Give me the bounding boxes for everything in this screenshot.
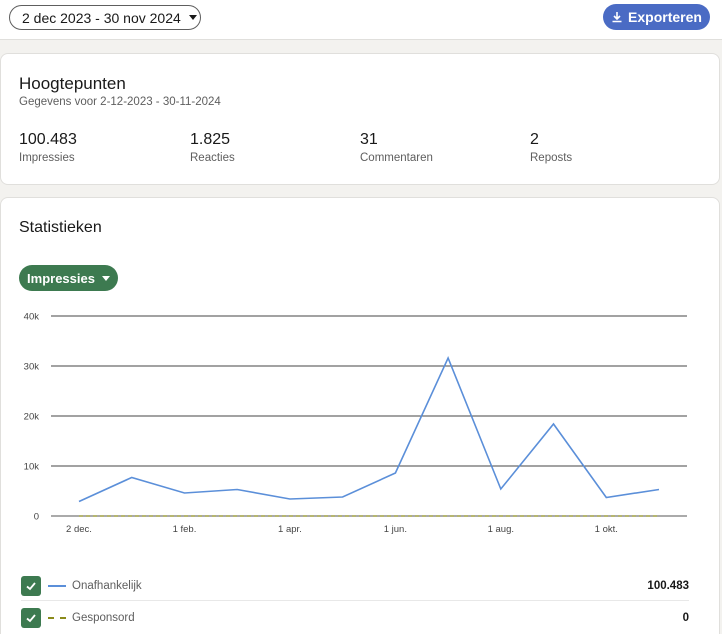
organic-checkbox[interactable] xyxy=(21,575,41,596)
metric-reposts: 2 Reposts xyxy=(530,131,572,164)
x-tick-label: 1 aug. xyxy=(488,524,514,535)
metric-selector-dropdown[interactable]: Impressies xyxy=(19,265,118,291)
legend-label: Onafhankelijk xyxy=(72,579,142,592)
highlights-title: Hoogtepunten xyxy=(19,74,126,93)
metric-value: 31 xyxy=(360,131,378,148)
sponsored-swatch xyxy=(48,617,66,619)
legend-total: 0 xyxy=(682,612,689,624)
metric-value: 100.483 xyxy=(19,131,77,148)
legend-label: Gesponsord xyxy=(72,612,135,624)
metric-label: Reposts xyxy=(530,152,573,164)
legend-row-sponsored: Gesponsord 0 xyxy=(21,606,689,630)
y-tick-label: 40k xyxy=(24,312,40,323)
metric-impressions: 100.483 Impressies xyxy=(19,131,77,164)
y-tick-label: 0 xyxy=(34,512,39,523)
statistics-title: Statistieken xyxy=(19,219,102,236)
download-icon xyxy=(612,12,622,23)
metric-selector-label: Impressies xyxy=(27,270,95,286)
metric-value: 1.825 xyxy=(190,131,231,148)
metric-comments: 31 Commentaren xyxy=(360,131,433,164)
x-tick-label: 2 dec. xyxy=(66,524,92,535)
metric-label: Reacties xyxy=(190,152,235,164)
caret-down-icon xyxy=(188,15,197,20)
x-tick-label: 1 apr. xyxy=(278,524,302,535)
y-tick-label: 30k xyxy=(24,362,40,373)
organic-swatch xyxy=(48,584,66,587)
export-button[interactable]: Exporteren xyxy=(603,4,710,30)
metric-label: Commentaren xyxy=(360,152,433,164)
top-toolbar: 2 dec 2023 - 30 nov 2024 Exporteren xyxy=(0,0,722,40)
legend-total: 100.483 xyxy=(647,579,689,592)
metric-reactions: 1.825 Reacties xyxy=(190,131,235,164)
x-tick-label: 1 feb. xyxy=(173,524,197,535)
y-tick-label: 20k xyxy=(24,412,40,423)
date-range-dropdown[interactable]: 2 dec 2023 - 30 nov 2024 xyxy=(9,5,201,30)
x-tick-label: 1 okt. xyxy=(595,524,618,535)
sponsored-checkbox[interactable] xyxy=(21,608,41,628)
highlights-card: Hoogtepunten Gegevens voor 2-12-2023 - 3… xyxy=(0,53,720,185)
export-label: Exporteren xyxy=(628,9,702,25)
legend-row-organic: Onafhankelijk 100.483 xyxy=(21,571,689,601)
organic-series-line xyxy=(78,355,660,503)
date-range-label: 2 dec 2023 - 30 nov 2024 xyxy=(22,9,181,26)
metric-value: 2 xyxy=(530,131,539,148)
check-icon xyxy=(26,614,36,623)
check-icon xyxy=(26,581,36,590)
metric-label: Impressies xyxy=(19,152,75,164)
impressions-line-chart: 0 10k 20k 30k 40k 2 dec. 1 feb. 1 apr. 1 jun. 1 a… xyxy=(24,312,687,535)
statistics-card: Statistieken Impressies 0 10k 20k 30k 40k 2 d… xyxy=(0,197,720,634)
x-tick-label: 1 jun. xyxy=(384,524,407,535)
highlights-subtitle: Gegevens voor 2-12-2023 - 30-11-2024 xyxy=(19,96,221,108)
caret-down-icon xyxy=(101,275,110,281)
y-tick-label: 10k xyxy=(24,462,40,473)
